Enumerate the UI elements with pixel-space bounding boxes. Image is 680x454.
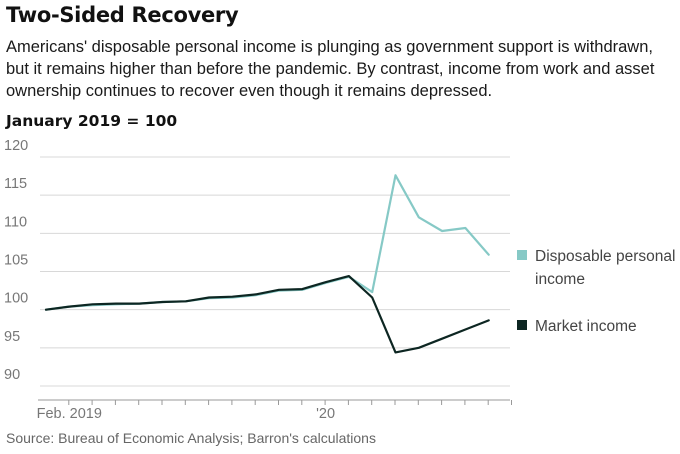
- legend-label-disposable: income: [535, 271, 585, 288]
- y-tick-label-105: 105: [4, 253, 28, 269]
- legend-label-disposable: Disposable personal: [535, 248, 675, 265]
- x-tick-label: Feb. 2019: [37, 406, 102, 422]
- y-tick-label-110: 110: [4, 214, 27, 230]
- chart-subtitle: Americans' disposable personal income is…: [6, 38, 655, 100]
- y-tick-label-100: 100: [4, 291, 28, 307]
- y-tick-label-115: 115: [4, 176, 27, 192]
- x-tick-label: '20: [316, 406, 335, 422]
- legend-label-market: Market income: [535, 318, 637, 335]
- source-note: Source: Bureau of Economic Analysis; Bar…: [6, 430, 376, 446]
- chart-title: Two-Sided Recovery: [6, 3, 239, 27]
- y-tick-label-120: 120: [4, 138, 28, 154]
- legend-swatch-market: [517, 320, 527, 330]
- y-tick-label-95: 95: [4, 329, 20, 345]
- y-tick-label-90: 90: [4, 367, 20, 383]
- market-income-line: [44, 275, 490, 354]
- unit-label: January 2019 = 100: [6, 112, 178, 130]
- legend-swatch-disposable: [517, 250, 527, 260]
